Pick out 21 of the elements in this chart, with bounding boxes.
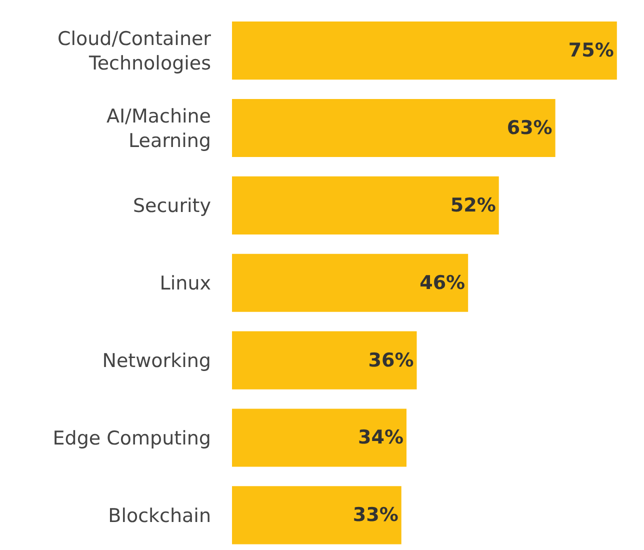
data-label: 75% (568, 40, 614, 62)
y-tick-label: Cloud/Container Technologies (57, 28, 212, 75)
data-label: 33% (352, 504, 398, 526)
y-tick-label: Networking (102, 350, 211, 372)
y-tick-label: AI/Machine Learning (106, 105, 211, 152)
data-label: 34% (358, 426, 404, 449)
y-tick-label: Security (132, 195, 211, 218)
bar (232, 254, 468, 312)
data-label: 52% (450, 194, 496, 216)
bar (232, 408, 406, 467)
data-label: 36% (368, 349, 414, 372)
data-label: 63% (506, 117, 552, 140)
bar (232, 486, 402, 544)
y-tick-label: Edge Computing (52, 427, 211, 450)
bar (232, 22, 617, 80)
bar (232, 98, 556, 158)
y-tick-label: Blockchain (108, 504, 211, 527)
bar (232, 331, 417, 390)
data-label: 46% (420, 272, 466, 294)
bar (232, 176, 499, 234)
y-tick-label: Linux (160, 272, 211, 295)
